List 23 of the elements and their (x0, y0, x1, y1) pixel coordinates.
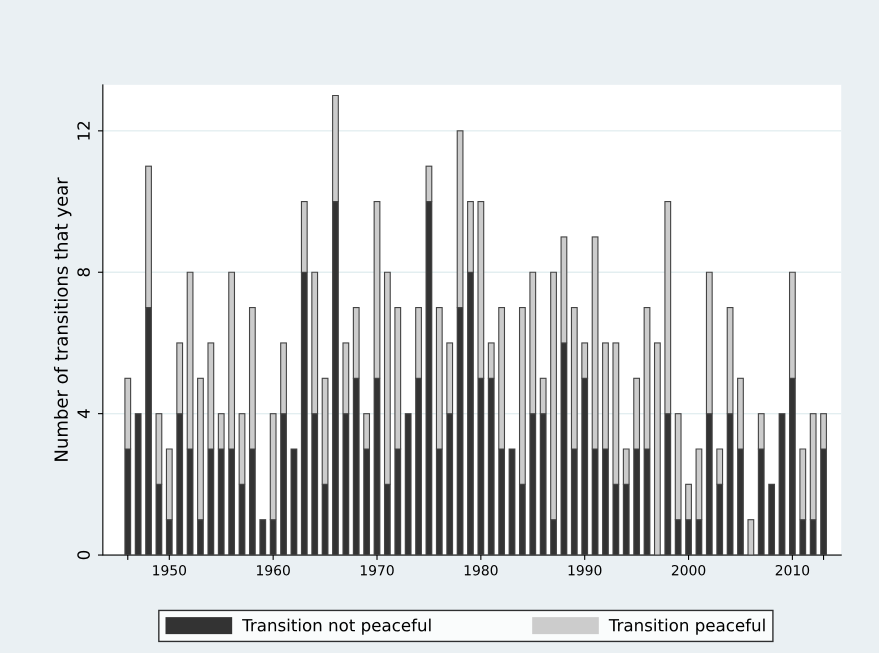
y-tick-label: 4 (78, 409, 90, 418)
bar (259, 519, 266, 556)
bar (747, 519, 754, 556)
y-tick-label: 12 (77, 122, 90, 140)
y-tick-label: 0 (77, 550, 90, 560)
x-tick-label: 1990 (568, 565, 602, 576)
bar (778, 413, 786, 556)
x-tick-label: 2000 (672, 565, 706, 576)
bar (508, 448, 516, 556)
bar (134, 413, 142, 556)
bar (290, 448, 298, 556)
x-tick-label: 1980 (464, 565, 498, 576)
x-tick-label: 1950 (153, 565, 186, 576)
bar (404, 413, 412, 556)
x-tick-label: 1960 (257, 565, 290, 576)
x-tick-label: 1970 (360, 565, 394, 576)
legend-label: Transition not peaceful (242, 618, 431, 635)
x-tick-label: 2010 (776, 565, 810, 576)
y-tick-label: 8 (77, 268, 90, 276)
y-axis-title: Number of transitions that year (54, 177, 72, 461)
legend-label: Transition peaceful (608, 618, 765, 635)
bar (654, 342, 661, 556)
bar (768, 484, 776, 556)
